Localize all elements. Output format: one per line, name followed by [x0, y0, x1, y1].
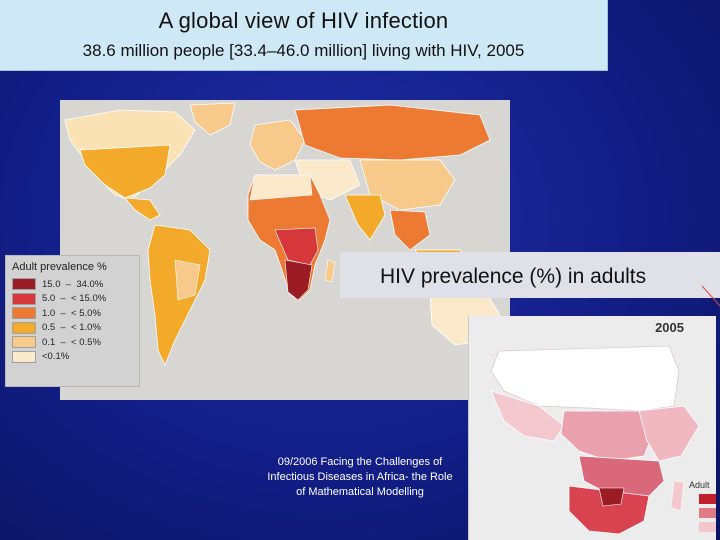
- africa-prevalence-map: 2005 Adult: [468, 316, 716, 540]
- legend-label: 0.5 – < 1.0%: [42, 322, 101, 334]
- prevalence-legend: Adult prevalence % 15.0 – 34.0% 5.0 – < …: [5, 255, 140, 387]
- world-prevalence-map: [60, 100, 510, 400]
- legend-item: 0.5 – < 1.0%: [12, 321, 139, 336]
- legend-swatch: [12, 350, 36, 363]
- africa-year-label: 2005: [655, 320, 684, 335]
- legend-item: 5.0 – < 15.0%: [12, 292, 139, 307]
- africa-legend-label: Adult: [689, 480, 710, 490]
- slide-title: A global view of HIV infection: [158, 8, 449, 33]
- legend-title: Adult prevalence %: [12, 261, 107, 273]
- legend-label: <0.1%: [42, 351, 70, 363]
- legend-item: 0.1 – < 0.5%: [12, 335, 139, 350]
- legend-swatch: [12, 278, 36, 291]
- title-banner: A global view of HIV infection 38.6 mill…: [0, 0, 608, 71]
- africa-caption: HIV prevalence (%) in adults: [340, 252, 720, 298]
- footer-note: 09/2006 Facing the Challenges of Infecti…: [255, 455, 465, 500]
- legend-item: 1.0 – < 5.0%: [12, 306, 139, 321]
- africa-caption-text: HIV prevalence (%) in adults: [380, 265, 647, 288]
- legend-label: 1.0 – < 5.0%: [42, 307, 101, 319]
- legend-swatch: [12, 307, 36, 320]
- legend-label: 0.1 – < 0.5%: [42, 336, 101, 348]
- footer-line: 09/2006 Facing the Challenges of: [277, 456, 443, 468]
- legend-label: 15.0 – 34.0%: [42, 278, 104, 290]
- legend-swatch: [12, 321, 36, 334]
- legend-item: 15.0 – 34.0%: [12, 277, 139, 292]
- slide-subtitle: 38.6 million people [33.4–46.0 million] …: [82, 41, 525, 60]
- legend-item: <0.1%: [12, 350, 139, 365]
- legend-label: 5.0 – < 15.0%: [42, 293, 107, 305]
- legend-swatch: [12, 292, 36, 305]
- decorative-line: [701, 285, 720, 307]
- footer-line: Infectious Diseases in Africa- the Role: [267, 471, 453, 483]
- footer-line: of Mathematical Modelling: [296, 486, 424, 498]
- legend-swatch: [12, 336, 36, 349]
